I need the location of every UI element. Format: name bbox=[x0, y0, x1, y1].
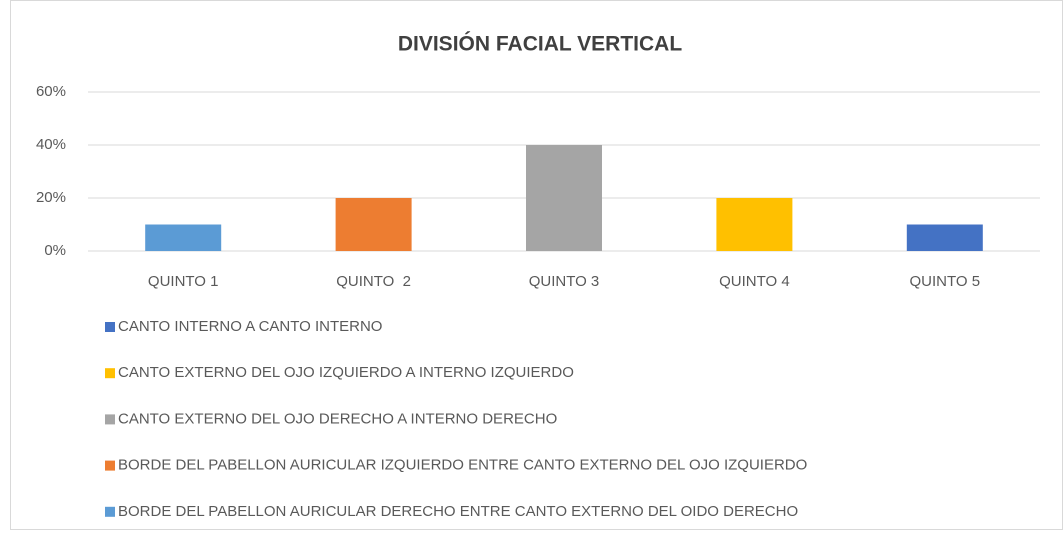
legend-label: CANTO INTERNO A CANTO INTERNO bbox=[118, 318, 382, 335]
x-tick-label: QUINTO 2 bbox=[336, 273, 411, 290]
chart-frame bbox=[10, 0, 1063, 530]
x-tick-label: QUINTO 5 bbox=[910, 273, 981, 290]
bar bbox=[526, 145, 602, 251]
y-tick-label: 60% bbox=[36, 83, 66, 100]
legend-label: CANTO EXTERNO DEL OJO DERECHO A INTERNO … bbox=[118, 410, 557, 427]
bar bbox=[716, 198, 793, 251]
x-tick-label: QUINTO 1 bbox=[148, 273, 219, 290]
bar bbox=[145, 224, 222, 251]
y-tick-label: 20% bbox=[36, 189, 66, 206]
legend-swatch bbox=[105, 322, 115, 332]
legend-swatch bbox=[105, 368, 115, 379]
bar bbox=[906, 224, 983, 251]
legend-label: BORDE DEL PABELLON AURICULAR DERECHO ENT… bbox=[118, 503, 798, 520]
y-tick-label: 40% bbox=[36, 136, 66, 153]
x-tick-label: QUINTO 4 bbox=[719, 273, 790, 290]
y-tick-label: 0% bbox=[44, 242, 66, 259]
chart-title: DIVISIÓN FACIAL VERTICAL bbox=[398, 32, 682, 56]
legend-swatch bbox=[105, 414, 115, 425]
legend-swatch bbox=[105, 506, 115, 517]
legend-label: CANTO EXTERNO DEL OJO IZQUIERDO A INTERN… bbox=[118, 364, 574, 381]
legend-swatch bbox=[105, 460, 115, 471]
bar bbox=[335, 198, 412, 251]
x-tick-label: QUINTO 3 bbox=[529, 273, 600, 290]
legend-label: BORDE DEL PABELLON AURICULAR IZQUIERDO E… bbox=[118, 457, 807, 474]
